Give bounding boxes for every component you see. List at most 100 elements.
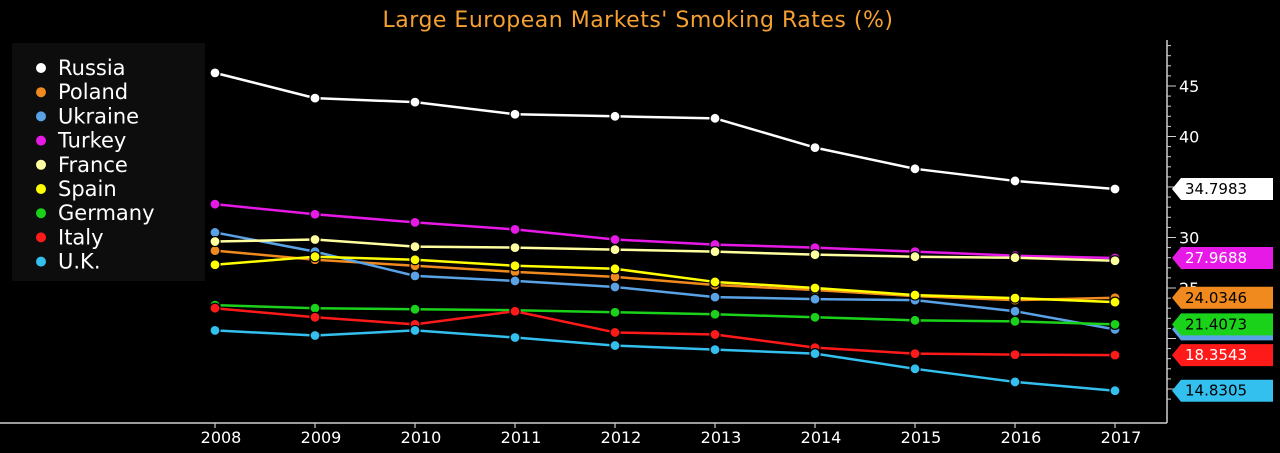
series-germany bbox=[209, 299, 1121, 330]
legend-label: Ukraine bbox=[58, 104, 139, 128]
chart-title: Large European Markets' Smoking Rates (%… bbox=[383, 8, 894, 33]
y-tick-label: 40 bbox=[1179, 128, 1199, 147]
legend-label: Turkey bbox=[57, 129, 126, 153]
legend-item: Italy bbox=[36, 225, 104, 249]
series-line bbox=[214, 231, 1116, 331]
data-point bbox=[1009, 349, 1021, 361]
legend-label: Russia bbox=[58, 56, 126, 80]
data-point bbox=[1109, 349, 1121, 361]
data-point bbox=[209, 198, 221, 210]
data-point bbox=[409, 270, 421, 282]
y-tick-label: 45 bbox=[1179, 77, 1199, 96]
data-point bbox=[309, 92, 321, 104]
series-u-k bbox=[209, 324, 1121, 397]
data-point bbox=[209, 324, 221, 337]
data-point bbox=[509, 108, 521, 120]
data-point bbox=[609, 326, 621, 339]
x-tick-label: 2010 bbox=[401, 428, 442, 447]
data-point bbox=[809, 282, 821, 294]
data-point bbox=[809, 311, 821, 323]
x-tick-label: 2011 bbox=[501, 428, 542, 447]
legend-item: Russia bbox=[36, 56, 126, 80]
data-point bbox=[309, 251, 321, 263]
legend-item: Ukraine bbox=[36, 104, 139, 128]
data-point bbox=[209, 235, 221, 248]
label-box bbox=[1172, 313, 1273, 336]
legend-marker bbox=[36, 184, 46, 194]
data-point bbox=[709, 246, 721, 258]
last-value-label: 14.8305 bbox=[1172, 379, 1273, 402]
data-point bbox=[1009, 292, 1021, 304]
x-tick-label: 2016 bbox=[1001, 428, 1042, 447]
series-line bbox=[214, 238, 1116, 262]
legend-item: France bbox=[36, 153, 128, 177]
data-point bbox=[609, 281, 621, 293]
label-box bbox=[1172, 178, 1273, 201]
data-point bbox=[809, 142, 821, 154]
x-tick-label: 2014 bbox=[801, 428, 842, 447]
label-box bbox=[1172, 286, 1273, 309]
series-turkey bbox=[209, 198, 1121, 264]
data-point bbox=[1009, 305, 1021, 317]
data-point bbox=[209, 302, 221, 314]
legend-marker bbox=[36, 63, 46, 73]
data-point bbox=[1109, 385, 1121, 397]
x-tick-label: 2013 bbox=[701, 428, 742, 447]
data-point bbox=[609, 306, 621, 318]
data-point bbox=[909, 251, 921, 263]
x-tick-label: 2017 bbox=[1101, 428, 1142, 447]
series-spain bbox=[209, 251, 1121, 308]
data-point bbox=[509, 260, 521, 272]
data-point bbox=[409, 303, 421, 315]
label-box bbox=[1172, 344, 1273, 367]
data-point bbox=[809, 293, 821, 305]
last-value-label: 21.4073 bbox=[1172, 313, 1273, 336]
data-point bbox=[509, 223, 521, 236]
label-box bbox=[1172, 247, 1273, 270]
legend-label: U.K. bbox=[58, 250, 101, 274]
legend-label: Italy bbox=[58, 225, 104, 249]
data-point bbox=[709, 276, 721, 288]
label-text: 18.3543 bbox=[1185, 346, 1247, 364]
x-tick-label: 2012 bbox=[601, 428, 642, 447]
data-point bbox=[909, 289, 921, 301]
legend-marker bbox=[36, 208, 46, 219]
series-france bbox=[209, 233, 1121, 267]
data-point bbox=[309, 311, 321, 323]
data-point bbox=[709, 328, 721, 341]
last-value-labels: 34.798324.034620.904427.968821.407318.35… bbox=[1172, 178, 1273, 402]
data-point bbox=[609, 263, 621, 275]
data-point bbox=[509, 331, 521, 344]
label-text: 27.9688 bbox=[1185, 249, 1247, 267]
series-layer bbox=[209, 67, 1121, 397]
data-point bbox=[309, 329, 321, 342]
legend-label: France bbox=[58, 153, 128, 177]
legend-marker bbox=[36, 159, 46, 170]
data-point bbox=[1109, 255, 1121, 267]
data-point bbox=[909, 314, 921, 326]
last-value-label: 34.7983 bbox=[1172, 178, 1273, 201]
data-point bbox=[409, 240, 421, 253]
x-tick-label: 2015 bbox=[901, 428, 942, 447]
legend-item: U.K. bbox=[36, 250, 101, 274]
series-line bbox=[214, 303, 1116, 326]
series-line bbox=[214, 255, 1116, 304]
legend-marker bbox=[36, 87, 46, 98]
last-value-label: 18.3543 bbox=[1172, 344, 1273, 367]
legend-item: Spain bbox=[36, 177, 117, 201]
data-point bbox=[409, 254, 421, 266]
data-point bbox=[1109, 318, 1121, 330]
data-point bbox=[809, 249, 821, 261]
data-point bbox=[709, 112, 721, 124]
label-text: 24.0346 bbox=[1185, 289, 1247, 307]
data-point bbox=[909, 163, 921, 175]
x-tick-label: 2009 bbox=[301, 428, 342, 447]
data-point bbox=[1109, 296, 1121, 308]
data-point bbox=[509, 275, 521, 287]
legend-marker bbox=[36, 111, 46, 122]
data-point bbox=[409, 216, 421, 228]
data-point bbox=[509, 305, 521, 317]
y-tick-label: 30 bbox=[1179, 229, 1199, 248]
legend-label: Spain bbox=[58, 177, 117, 201]
